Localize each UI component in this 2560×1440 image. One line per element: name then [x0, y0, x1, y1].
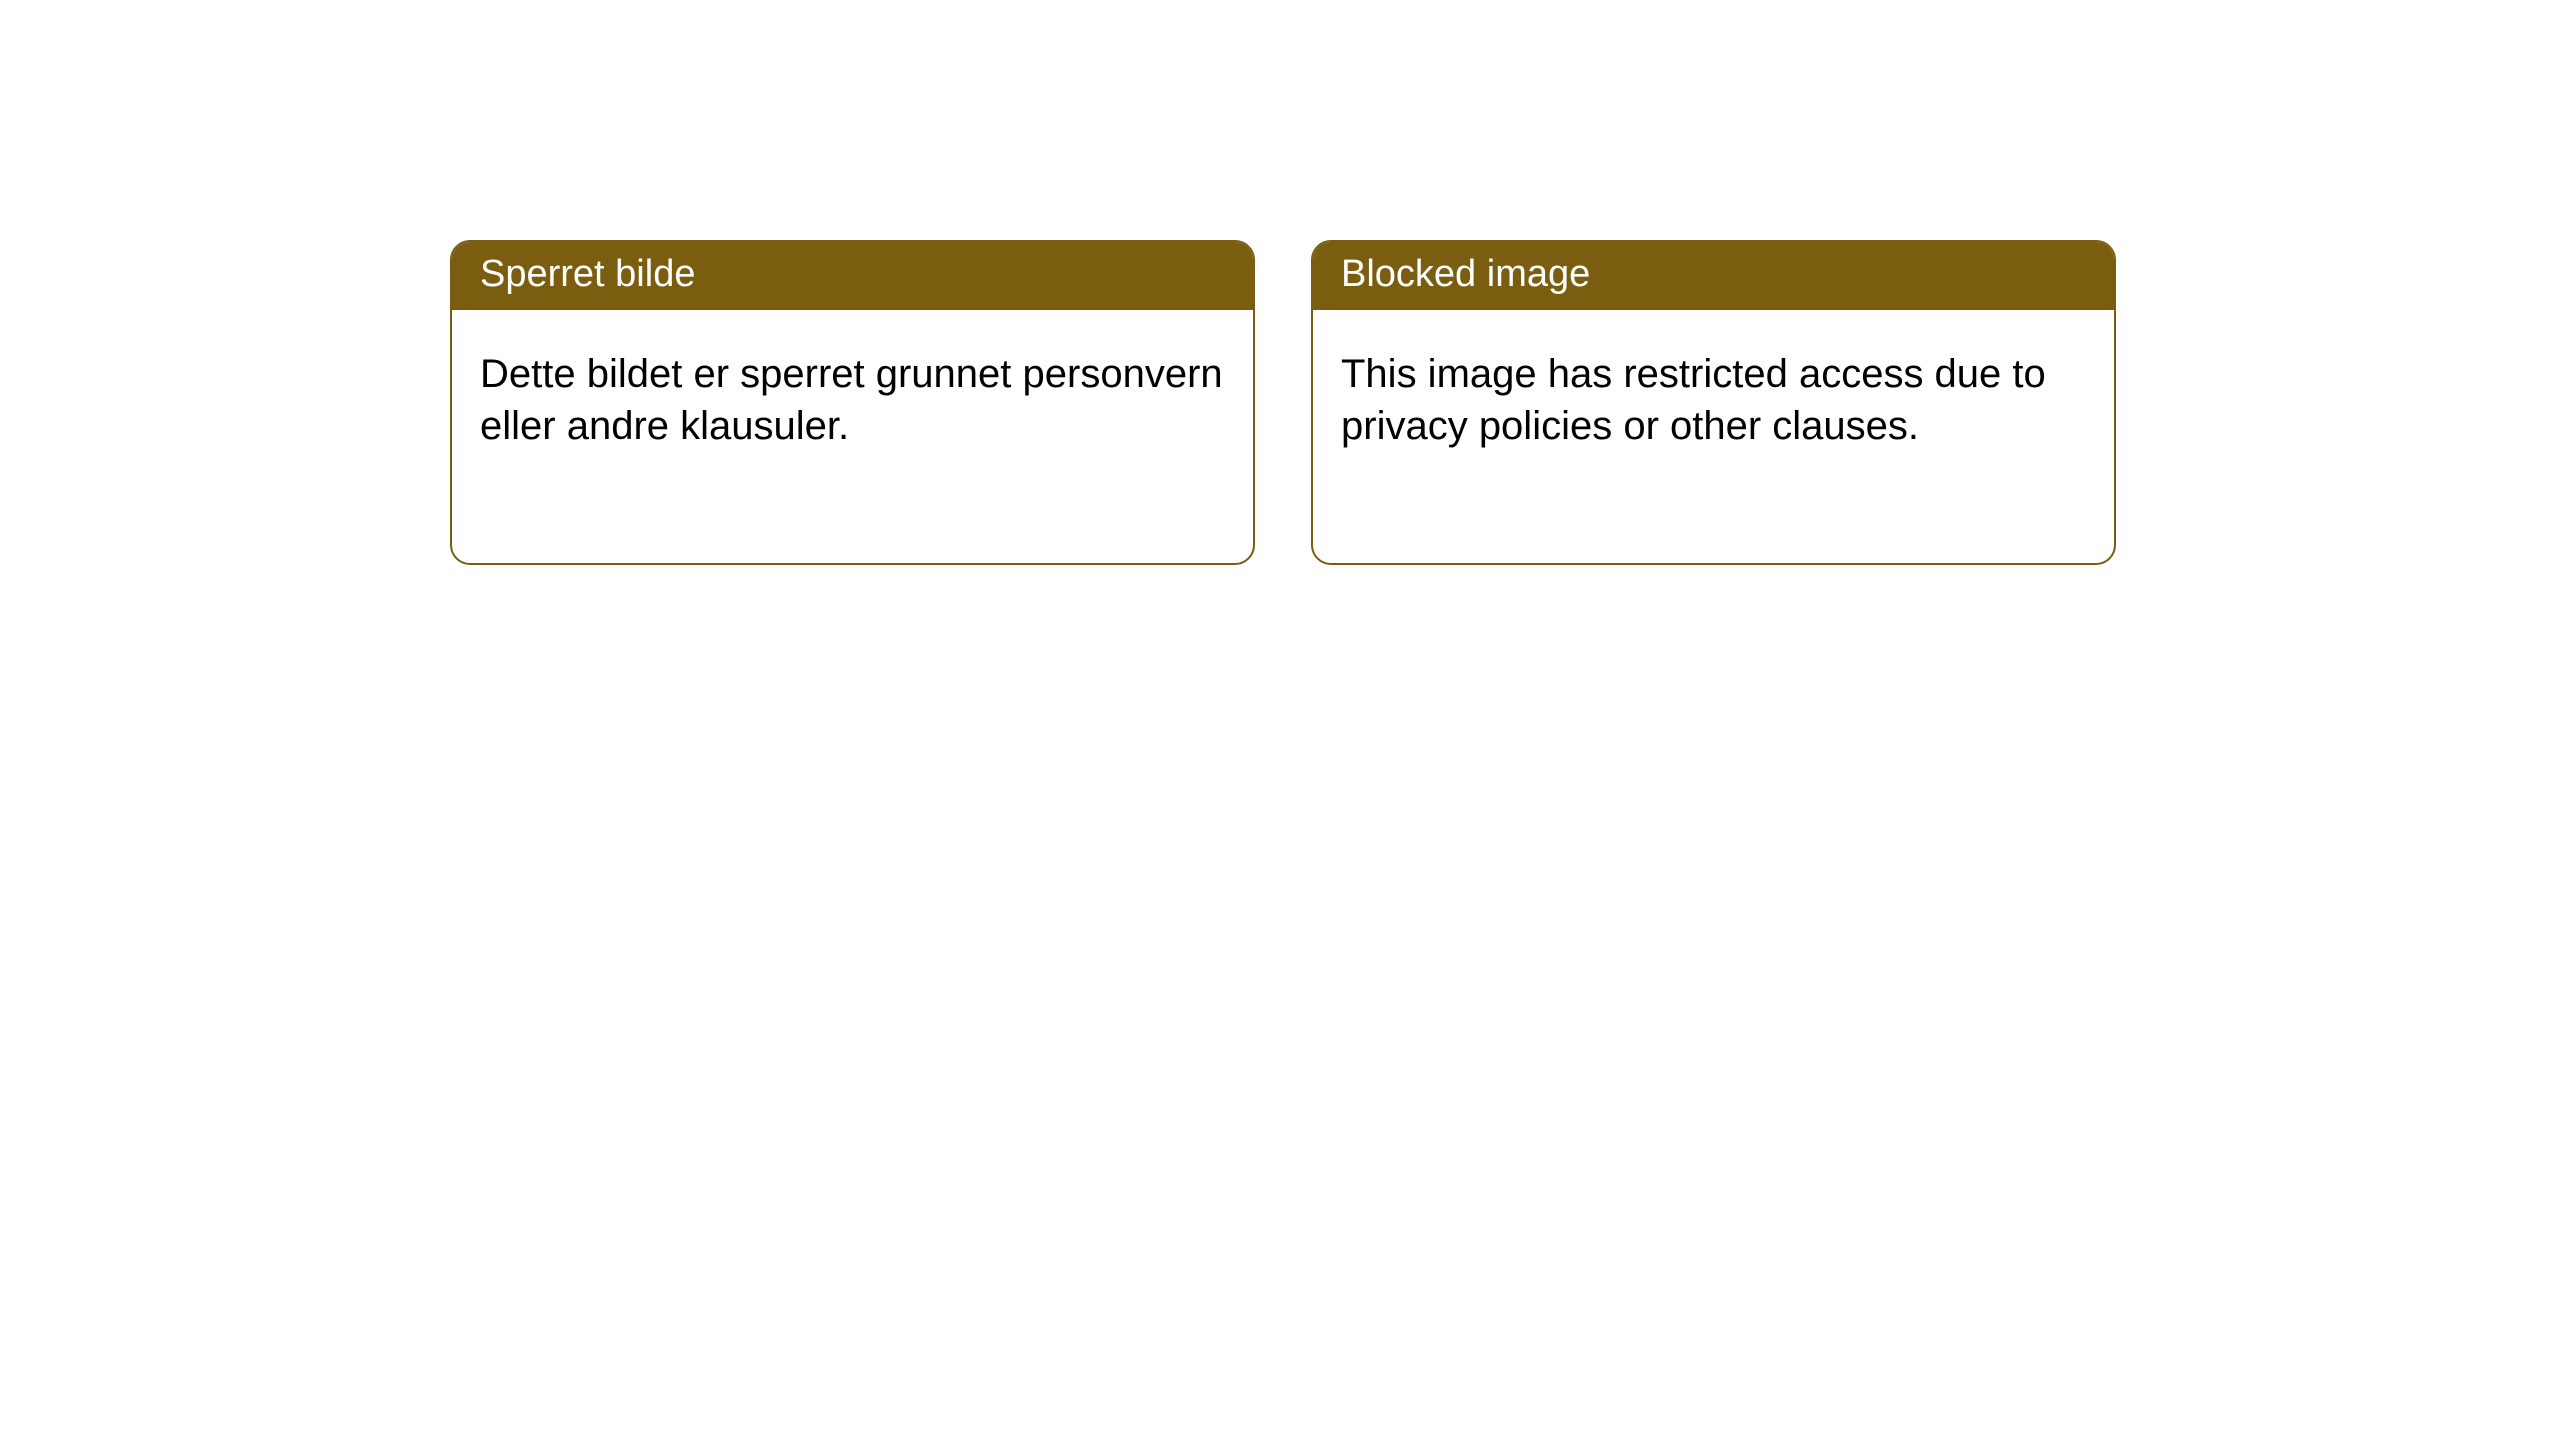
card-body-en: This image has restricted access due to … — [1313, 310, 2114, 564]
blocked-image-card-en: Blocked image This image has restricted … — [1311, 240, 2116, 565]
blocked-image-card-no: Sperret bilde Dette bildet er sperret gr… — [450, 240, 1255, 565]
notice-cards-container: Sperret bilde Dette bildet er sperret gr… — [0, 0, 2560, 565]
card-header-en: Blocked image — [1313, 242, 2114, 310]
card-header-no: Sperret bilde — [452, 242, 1253, 310]
card-body-no: Dette bildet er sperret grunnet personve… — [452, 310, 1253, 564]
